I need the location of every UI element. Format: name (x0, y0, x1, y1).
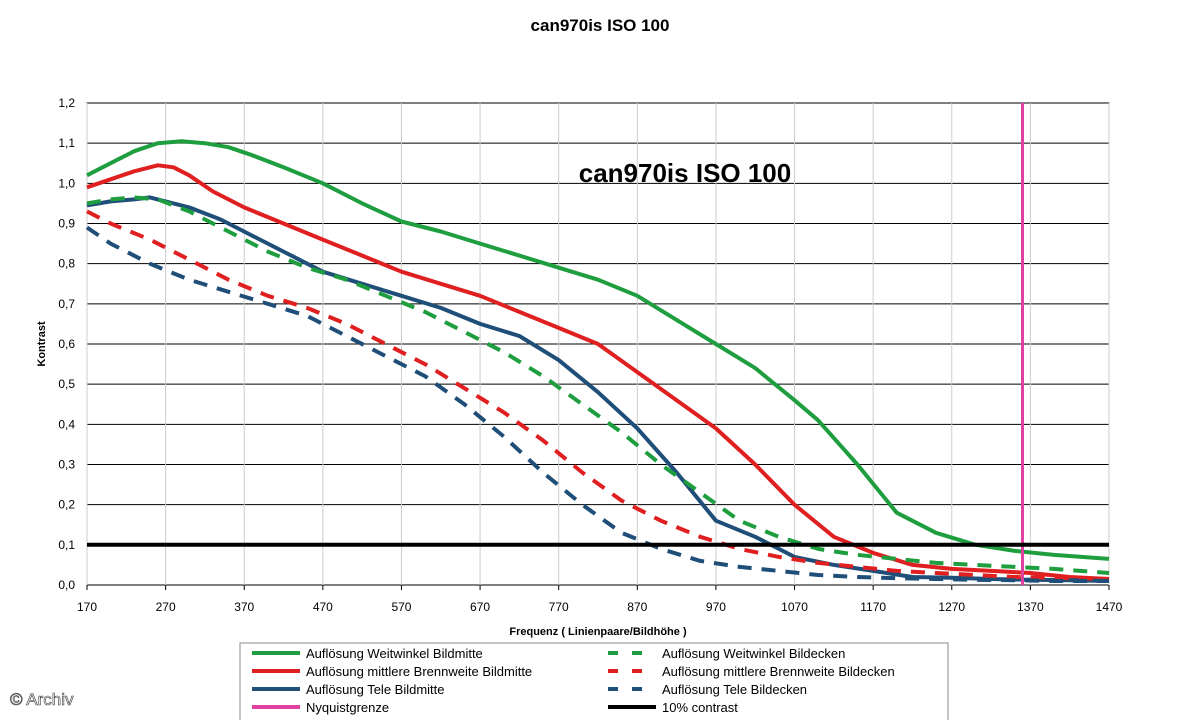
y-tick-label: 1,0 (58, 176, 75, 190)
series-line (85, 225, 1109, 583)
x-tick-label: 1070 (781, 600, 808, 614)
y-tick-label: 0,9 (58, 217, 75, 231)
x-tick-label: 770 (549, 600, 569, 614)
series-line (86, 209, 1110, 581)
legend-frame (239, 642, 949, 720)
x-tick-label: 470 (313, 600, 333, 614)
y-tick-label: 1,2 (58, 96, 75, 110)
legend-label: Auflösung Tele Bildmitte (306, 682, 445, 697)
plot-area (85, 102, 1110, 586)
x-tick-label: 670 (470, 600, 490, 614)
y-tick-label: 0,5 (58, 377, 75, 391)
chart-title: can970is ISO 100 (531, 16, 670, 35)
y-tick-label: 0,0 (58, 578, 75, 592)
y-tick-label: 0,4 (58, 417, 75, 431)
y-tick-label: 0,8 (58, 257, 75, 271)
watermark-text: © Archiv (10, 690, 74, 709)
x-tick-label: 1170 (860, 600, 886, 614)
legend-label: Auflösung Weitwinkel Bildecken (662, 646, 845, 661)
legend-label: Auflösung Weitwinkel Bildmitte (306, 646, 483, 661)
y-axis-label: Kontrast (36, 321, 48, 367)
x-axis-label: Frequenz ( Linienpaare/Bildhöhe ) (509, 626, 687, 638)
legend-label: Nyquistgrenze (306, 700, 389, 715)
x-tick-label: 1470 (1096, 600, 1123, 614)
legend-label: 10% contrast (662, 700, 738, 715)
series-line (86, 163, 1110, 581)
y-tick-label: 0,1 (58, 538, 75, 552)
series-layer (85, 103, 1110, 585)
legend: Auflösung Weitwinkel Bildmitte Auflösung … (239, 642, 949, 720)
y-axis-ticks: 0,0 0,1 0,2 0,3 0,4 0,5 0,6 0,7 0,8 0,9 1,0 1,1 1,2 (58, 96, 75, 592)
x-tick-label: 370 (234, 600, 254, 614)
x-tick-label: 970 (706, 600, 726, 614)
legend-label: Auflösung mittlere Brennweite Bildmitte (306, 664, 532, 679)
legend-label: Auflösung mittlere Brennweite Bildecken (662, 664, 895, 679)
x-tick-label: 270 (156, 600, 176, 614)
x-tick-label: 570 (391, 600, 411, 614)
y-tick-label: 0,2 (58, 498, 75, 512)
x-tick-label: 870 (627, 600, 647, 614)
inner-chart-title: can970is ISO 100 (579, 158, 791, 188)
series-line (86, 195, 1110, 575)
legend-label: Auflösung Tele Bildecken (662, 682, 807, 697)
x-grid-lines (86, 103, 1110, 585)
y-tick-label: 0,3 (58, 458, 75, 472)
series-line (86, 139, 1110, 561)
x-tick-label: 170 (77, 600, 97, 614)
y-tick-label: 0,6 (58, 337, 75, 351)
x-tick-label: 1370 (1017, 600, 1044, 614)
y-tick-label: 1,1 (58, 136, 75, 150)
y-tick-label: 0,7 (58, 297, 75, 311)
x-axis-ticks: 170 270 370 470 570 670 770 870 970 1070 1170 1270 1… (77, 585, 1123, 614)
x-tick-label: 1270 (938, 600, 965, 614)
